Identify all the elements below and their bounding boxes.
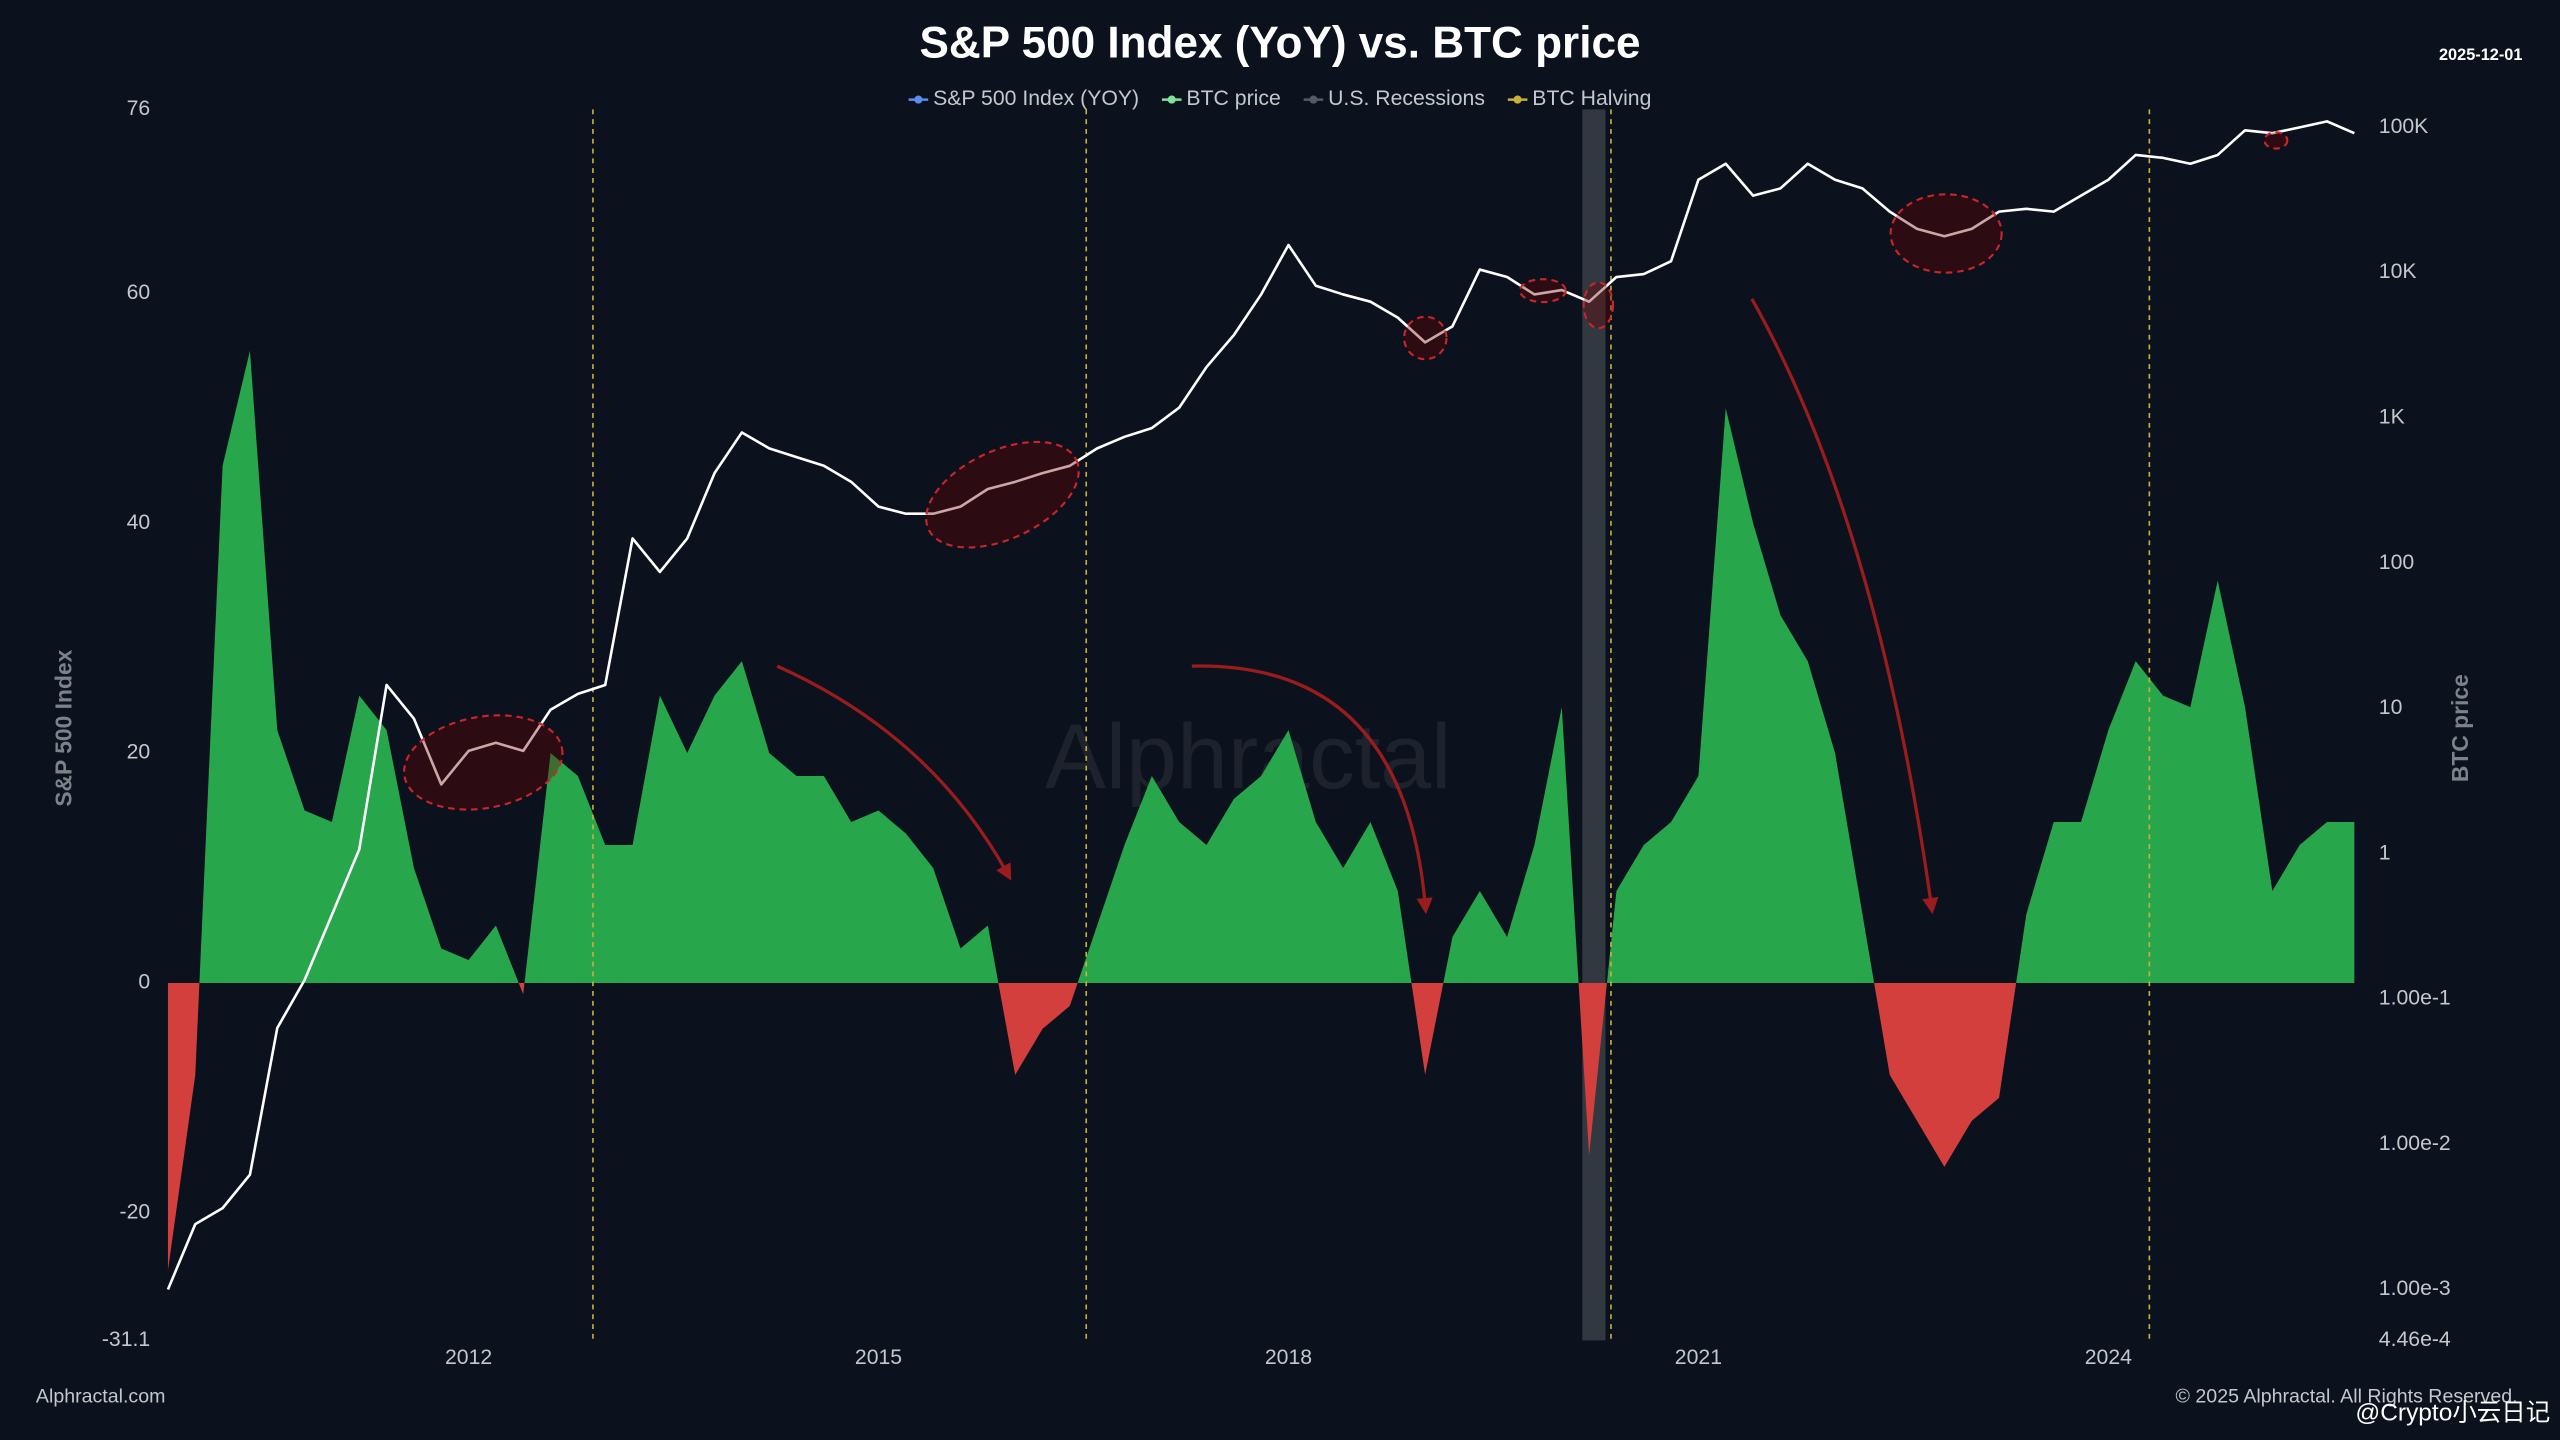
copyright: © 2025 Alphractal. All Rights Reserved.	[2176, 1386, 2518, 1408]
y2-tick-label: 100	[2379, 551, 2414, 574]
sp500-area	[167, 350, 2355, 1271]
x-tick-label: 2012	[445, 1346, 492, 1369]
highlight-ellipse	[1889, 193, 2003, 274]
highlight-ellipse	[925, 440, 1080, 549]
chart-title: S&P 500 Index (YoY) vs. BTC price	[919, 18, 1640, 67]
source: Alphractal.com	[36, 1386, 165, 1408]
arrow	[1191, 664, 1433, 915]
highlight-ellipse	[1518, 278, 1567, 304]
y2-tick-label: 10	[2379, 696, 2403, 719]
legend-swatch-dot	[1513, 95, 1522, 104]
highlight-ellipse	[1582, 281, 1615, 330]
annotations	[403, 131, 2289, 811]
arrow	[1750, 297, 1939, 915]
legend-label: BTC Halving	[1532, 87, 1651, 110]
highlight-ellipse	[2263, 131, 2289, 150]
legend-label: BTC price	[1186, 87, 1280, 110]
y-tick-label: 40	[127, 511, 151, 534]
y-axis-label: S&P 500 Index	[50, 649, 76, 806]
highlight-ellipse	[1403, 315, 1448, 361]
y2-tick-label: 1	[2379, 841, 2391, 864]
y2-tick-label: 1K	[2379, 406, 2405, 429]
legend-swatch-dot	[1309, 95, 1318, 104]
y2-tick-label: 100K	[2379, 115, 2429, 138]
y2-tick-label: 4.46e-4	[2379, 1328, 2451, 1351]
legend-swatch-dot	[914, 95, 923, 104]
plot-area: -31.1 -20 0 20 40 60 76 4.46e-4 1.00e-3 1.00e-2 1.…	[102, 97, 2451, 1369]
btc-line	[166, 120, 2355, 1290]
legend-label: S&P 500 Index (YOY)	[933, 87, 1139, 110]
x-tick-label: 2021	[1675, 1346, 1722, 1369]
highlight-ellipse	[403, 714, 564, 811]
y2-tick-label: 1.00e-3	[2379, 1277, 2451, 1300]
legend-swatch-dot	[1167, 95, 1176, 104]
y-tick-label: 0	[138, 971, 150, 994]
legend: S&P 500 Index (YOY) BTC price U.S. Recessi…	[908, 87, 1651, 110]
y2-tick-label: 10K	[2379, 260, 2417, 283]
y2-tick-label: 1.00e-1	[2379, 987, 2451, 1010]
y-tick-label: -20	[120, 1200, 151, 1223]
overlay-watermark: @Crypto小云日记	[2355, 1398, 2550, 1426]
y-tick-label: -31.1	[102, 1328, 150, 1351]
y-tick-label: 20	[127, 741, 151, 764]
legend-label: U.S. Recessions	[1328, 87, 1485, 110]
x-tick-label: 2015	[855, 1346, 902, 1369]
y-tick-label: 76	[127, 97, 151, 120]
arrow	[776, 664, 1012, 881]
x-tick-label: 2024	[2085, 1346, 2132, 1369]
arrows	[776, 297, 1939, 915]
y2-tick-label: 1.00e-2	[2379, 1132, 2451, 1155]
date-label: 2025-12-01	[2439, 46, 2522, 64]
y2-axis-label: BTC price	[2447, 674, 2473, 782]
x-tick-label: 2018	[1265, 1346, 1312, 1369]
y-tick-label: 60	[127, 281, 151, 304]
